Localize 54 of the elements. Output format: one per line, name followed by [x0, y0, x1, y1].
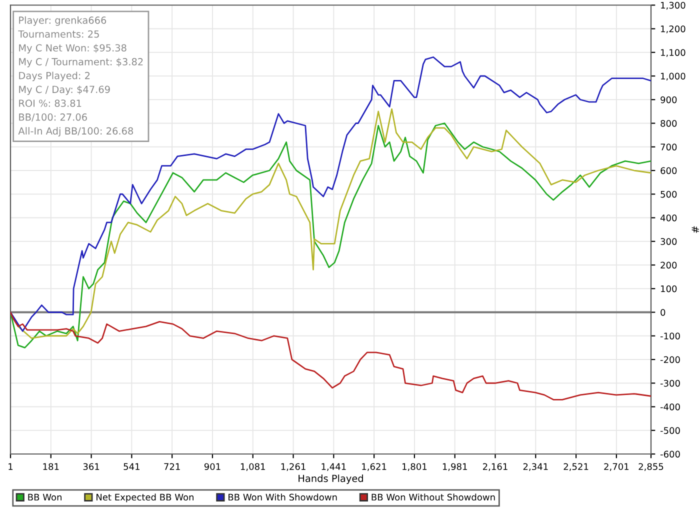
legend-label: BB Won — [28, 494, 62, 501]
x-tick-label: 1,441 — [322, 463, 346, 471]
y-tick-label: 1,200 — [661, 25, 686, 34]
y-axis-title: # — [692, 226, 699, 233]
annotation: My C / Day: $47.69 — [19, 86, 110, 95]
y-tick-label: -400 — [660, 403, 680, 410]
x-tick-label: 721 — [164, 463, 180, 470]
x-tick-label: 2,521 — [564, 463, 588, 471]
annotation: BB/100: 27.06 — [19, 113, 87, 122]
x-tick-label: 1 — [8, 463, 13, 470]
y-tick-label: 400 — [660, 214, 677, 222]
y-tick-label: 800 — [660, 120, 677, 127]
x-tick-label: 1,081 — [240, 463, 265, 471]
y-tick-label: 300 — [660, 238, 677, 245]
y-tick-label: 600 — [660, 167, 677, 174]
annotation: My C Net Won: $95.38 — [19, 44, 126, 54]
y-tick-label: 1,100 — [661, 49, 686, 57]
x-tick-label: 1,621 — [362, 463, 386, 471]
x-tick-label: 1,981 — [442, 463, 467, 471]
x-axis-title: Hands Played — [298, 474, 363, 484]
y-tick-label: -600 — [660, 450, 680, 458]
y-tick-label: -500 — [660, 427, 680, 434]
annotation: Player: grenka666 — [19, 16, 106, 26]
x-tick-label: 1,801 — [402, 463, 427, 471]
x-tick-label: 1,261 — [281, 463, 306, 471]
y-tick-label: -100 — [660, 332, 680, 340]
annotation: Days Played: 2 — [19, 72, 90, 82]
annotation: All-In Adj BB/100: 26.68 — [18, 127, 134, 136]
y-tick-label: 500 — [660, 190, 677, 198]
legend-label: Net Expected BB Won — [96, 494, 194, 502]
annotation: My C / Tournament: $3.82 — [19, 58, 143, 68]
y-tick-label: -200 — [660, 356, 680, 364]
y-tick-label: 700 — [660, 144, 677, 150]
x-tick-label: 2,341 — [523, 463, 548, 471]
x-tick-label: 361 — [83, 463, 100, 470]
y-tick-label: -300 — [660, 380, 680, 387]
y-tick-label: 100 — [661, 285, 677, 292]
annotation: Tournaments: 25 — [18, 30, 99, 38]
legend-label: BB Won With Showdown — [228, 494, 337, 501]
y-tick-label: 0 — [660, 308, 666, 316]
annotation: ROI %: 83.81 — [19, 100, 82, 107]
x-tick-label: 901 — [204, 463, 220, 470]
x-tick-label: 181 — [43, 463, 59, 470]
y-tick-label: 1,300 — [661, 2, 686, 10]
y-tick-label: 900 — [660, 96, 677, 104]
x-tick-label: 541 — [124, 463, 140, 470]
x-tick-label: 2,161 — [482, 463, 508, 471]
y-tick-label: 200 — [660, 262, 677, 269]
y-tick-label: 1,000 — [661, 72, 686, 80]
line-series — [10, 56, 651, 332]
line-series — [10, 312, 651, 400]
x-tick-label: 2,855 — [638, 463, 664, 471]
legend-label: BB Won Without Showdown — [372, 494, 495, 501]
x-tick-label: 2,701 — [604, 463, 629, 471]
